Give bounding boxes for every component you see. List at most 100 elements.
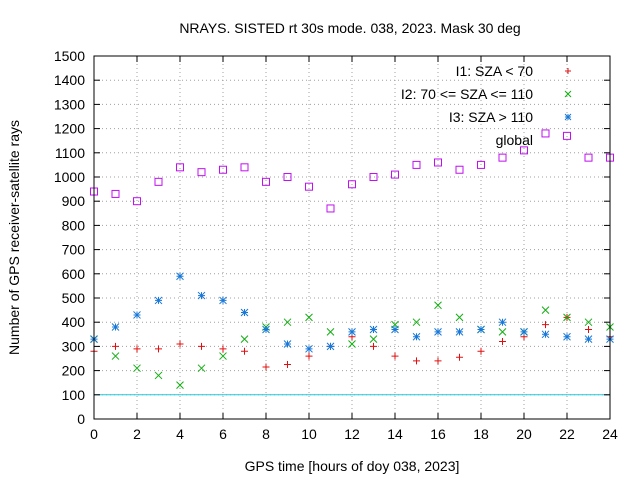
data-point xyxy=(305,182,313,191)
data-point xyxy=(197,291,206,300)
data-point xyxy=(541,330,550,339)
data-point xyxy=(262,363,270,371)
data-point xyxy=(284,361,291,369)
chart-title: NRAYS. SISTED rt 30s mode. 038, 2023. Ma… xyxy=(179,20,520,36)
data-point xyxy=(305,344,313,353)
data-point xyxy=(219,345,227,353)
y-tick-label: 1500 xyxy=(54,48,85,64)
data-point xyxy=(370,342,377,350)
data-point xyxy=(584,318,593,327)
data-point xyxy=(154,296,163,305)
legend-marker xyxy=(565,68,571,74)
data-point xyxy=(219,165,227,174)
data-point xyxy=(434,158,442,167)
x-tick-label: 18 xyxy=(473,426,489,442)
data-point xyxy=(434,328,442,336)
data-point xyxy=(477,347,485,355)
x-tick-label: 0 xyxy=(90,426,98,442)
data-point xyxy=(391,352,399,360)
data-point xyxy=(455,328,464,336)
data-point xyxy=(283,173,292,181)
data-point xyxy=(348,180,356,189)
y-tick-label: 1200 xyxy=(54,121,85,137)
y-tick-label: 800 xyxy=(62,217,86,233)
series-1 xyxy=(90,301,614,389)
data-point xyxy=(133,197,141,206)
data-point xyxy=(112,342,119,350)
x-tick-label: 2 xyxy=(133,426,141,442)
data-point xyxy=(455,165,464,174)
data-point xyxy=(477,325,485,334)
x-tick-label: 10 xyxy=(301,426,317,442)
data-point xyxy=(176,381,184,389)
data-point xyxy=(154,177,163,186)
data-point xyxy=(541,129,550,138)
x-tick-label: 8 xyxy=(262,426,270,442)
y-tick-label: 100 xyxy=(62,387,86,403)
y-tick-label: 1300 xyxy=(54,96,85,112)
data-point xyxy=(391,325,399,334)
data-point xyxy=(520,146,528,155)
y-tick-label: 900 xyxy=(62,193,86,209)
data-point xyxy=(584,153,593,162)
data-point xyxy=(111,352,120,360)
data-point xyxy=(369,335,378,343)
x-tick-label: 4 xyxy=(176,426,184,442)
data-point xyxy=(498,153,507,162)
data-point xyxy=(499,338,506,346)
y-tick-label: 500 xyxy=(62,290,86,306)
y-tick-label: 200 xyxy=(62,363,86,379)
data-point xyxy=(155,345,162,353)
data-point xyxy=(563,131,571,140)
data-point xyxy=(391,170,399,179)
data-point xyxy=(456,353,463,361)
y-tick-label: 1100 xyxy=(55,145,85,161)
y-tick-label: 1000 xyxy=(54,169,85,185)
data-point xyxy=(176,163,184,172)
data-point xyxy=(326,342,335,351)
data-point xyxy=(585,325,592,333)
data-point xyxy=(413,357,420,365)
data-point xyxy=(498,328,507,336)
data-point xyxy=(520,328,528,336)
data-point xyxy=(369,325,378,334)
data-point xyxy=(434,357,442,365)
data-point xyxy=(176,272,184,281)
data-point xyxy=(283,318,292,327)
y-tick-label: 600 xyxy=(62,266,86,282)
x-tick-label: 16 xyxy=(430,426,446,442)
data-point xyxy=(348,328,356,336)
y-tick-label: 1400 xyxy=(54,72,85,88)
data-point xyxy=(477,160,485,169)
data-point xyxy=(133,345,141,353)
data-point xyxy=(154,371,163,380)
x-tick-label: 14 xyxy=(387,426,403,442)
x-axis-title: GPS time [hours of doy 038, 2023] xyxy=(245,458,460,474)
data-point xyxy=(241,347,248,355)
data-point xyxy=(412,318,421,327)
x-tick-label: 22 xyxy=(559,426,575,442)
data-point xyxy=(240,308,249,317)
y-tick-label: 400 xyxy=(62,314,86,330)
legend-label: I2: 70 <= SZA <= 110 xyxy=(401,86,533,102)
data-point xyxy=(326,204,335,213)
data-point xyxy=(111,189,120,198)
legend: I1: SZA < 70 I2: 70 <= SZA <= 110 I3: SZA … xyxy=(401,63,572,148)
data-point xyxy=(434,301,442,310)
legend-label: I1: SZA < 70 xyxy=(456,63,534,79)
legend-label: I3: SZA > 110 xyxy=(449,109,533,125)
data-point xyxy=(198,342,205,350)
x-tick-label: 6 xyxy=(219,426,227,442)
data-point xyxy=(412,160,421,169)
data-point xyxy=(584,335,593,343)
x-tick-label: 24 xyxy=(602,426,618,442)
data-point xyxy=(197,168,206,177)
x-tick-label: 20 xyxy=(516,426,532,442)
data-point xyxy=(240,163,249,172)
data-point xyxy=(563,332,571,341)
data-point xyxy=(283,340,292,348)
data-point xyxy=(111,323,120,331)
data-point xyxy=(541,306,550,314)
data-point xyxy=(176,340,184,348)
